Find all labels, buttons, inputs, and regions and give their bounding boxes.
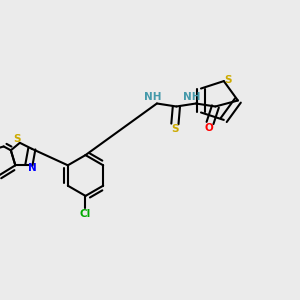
Text: S: S: [13, 134, 21, 144]
Text: Cl: Cl: [80, 209, 91, 219]
Text: S: S: [225, 75, 232, 85]
Text: N: N: [28, 163, 37, 173]
Text: S: S: [171, 124, 179, 134]
Text: NH: NH: [183, 92, 200, 102]
Text: NH: NH: [144, 92, 161, 102]
Text: O: O: [204, 123, 213, 134]
